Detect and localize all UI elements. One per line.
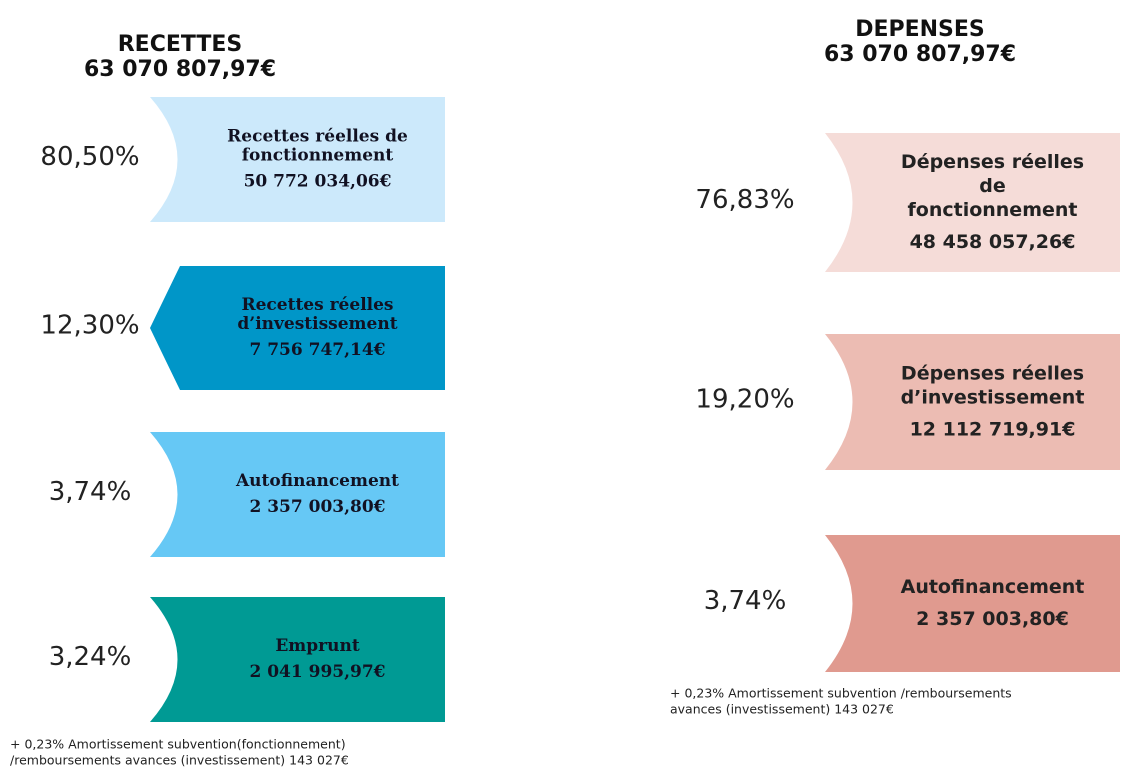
item-box (150, 97, 445, 222)
item-box (825, 133, 1120, 272)
item-label: d’investissement (237, 314, 397, 334)
footnote: + 0,23% Amortissement subvention(fonctio… (10, 737, 346, 752)
section-total: 63 070 807,97€ (84, 57, 276, 82)
item-label: Dépenses réelles (901, 151, 1084, 173)
item-label: Autofinancement (235, 471, 399, 491)
item-percent: 3,74% (704, 586, 787, 616)
item-label: Dépenses réelles (901, 362, 1084, 384)
item-label: de (979, 175, 1006, 197)
item-label: Emprunt (275, 636, 360, 656)
item-amount: 12 112 719,91€ (910, 419, 1076, 441)
item-amount: 2 357 003,80€ (916, 608, 1069, 630)
item-box (825, 535, 1120, 672)
item-percent: 12,30% (40, 311, 139, 341)
item-percent: 76,83% (695, 185, 794, 215)
item-box (825, 334, 1120, 470)
section-title: DEPENSES (855, 17, 985, 42)
item-label: fonctionnement (242, 146, 394, 166)
item-amount: 2 041 995,97€ (249, 662, 385, 682)
section-title: RECETTES (118, 32, 243, 57)
item-label: fonctionnement (908, 199, 1078, 221)
item-amount: 50 772 034,06€ (244, 171, 392, 191)
item-box (150, 597, 445, 722)
section-total: 63 070 807,97€ (824, 42, 1016, 67)
item-percent: 3,24% (49, 642, 132, 672)
item-percent: 19,20% (695, 385, 794, 415)
item-label: Autofinancement (901, 576, 1085, 598)
item-label: d’investissement (901, 386, 1085, 408)
item-label: Recettes réelles (241, 295, 393, 315)
footnote: + 0,23% Amortissement subvention /rembou… (670, 686, 1012, 701)
item-amount: 7 756 747,14€ (249, 340, 385, 360)
item-amount: 48 458 057,26€ (910, 231, 1076, 253)
item-box (150, 432, 445, 557)
item-amount: 2 357 003,80€ (249, 497, 385, 517)
item-box (150, 266, 445, 390)
item-percent: 3,74% (49, 477, 132, 507)
footnote: /remboursements avances (investissement)… (10, 753, 349, 768)
item-label: Recettes réelles de (227, 127, 408, 147)
footnote: avances (investissement) 143 027€ (670, 702, 894, 717)
item-percent: 80,50% (40, 142, 139, 172)
